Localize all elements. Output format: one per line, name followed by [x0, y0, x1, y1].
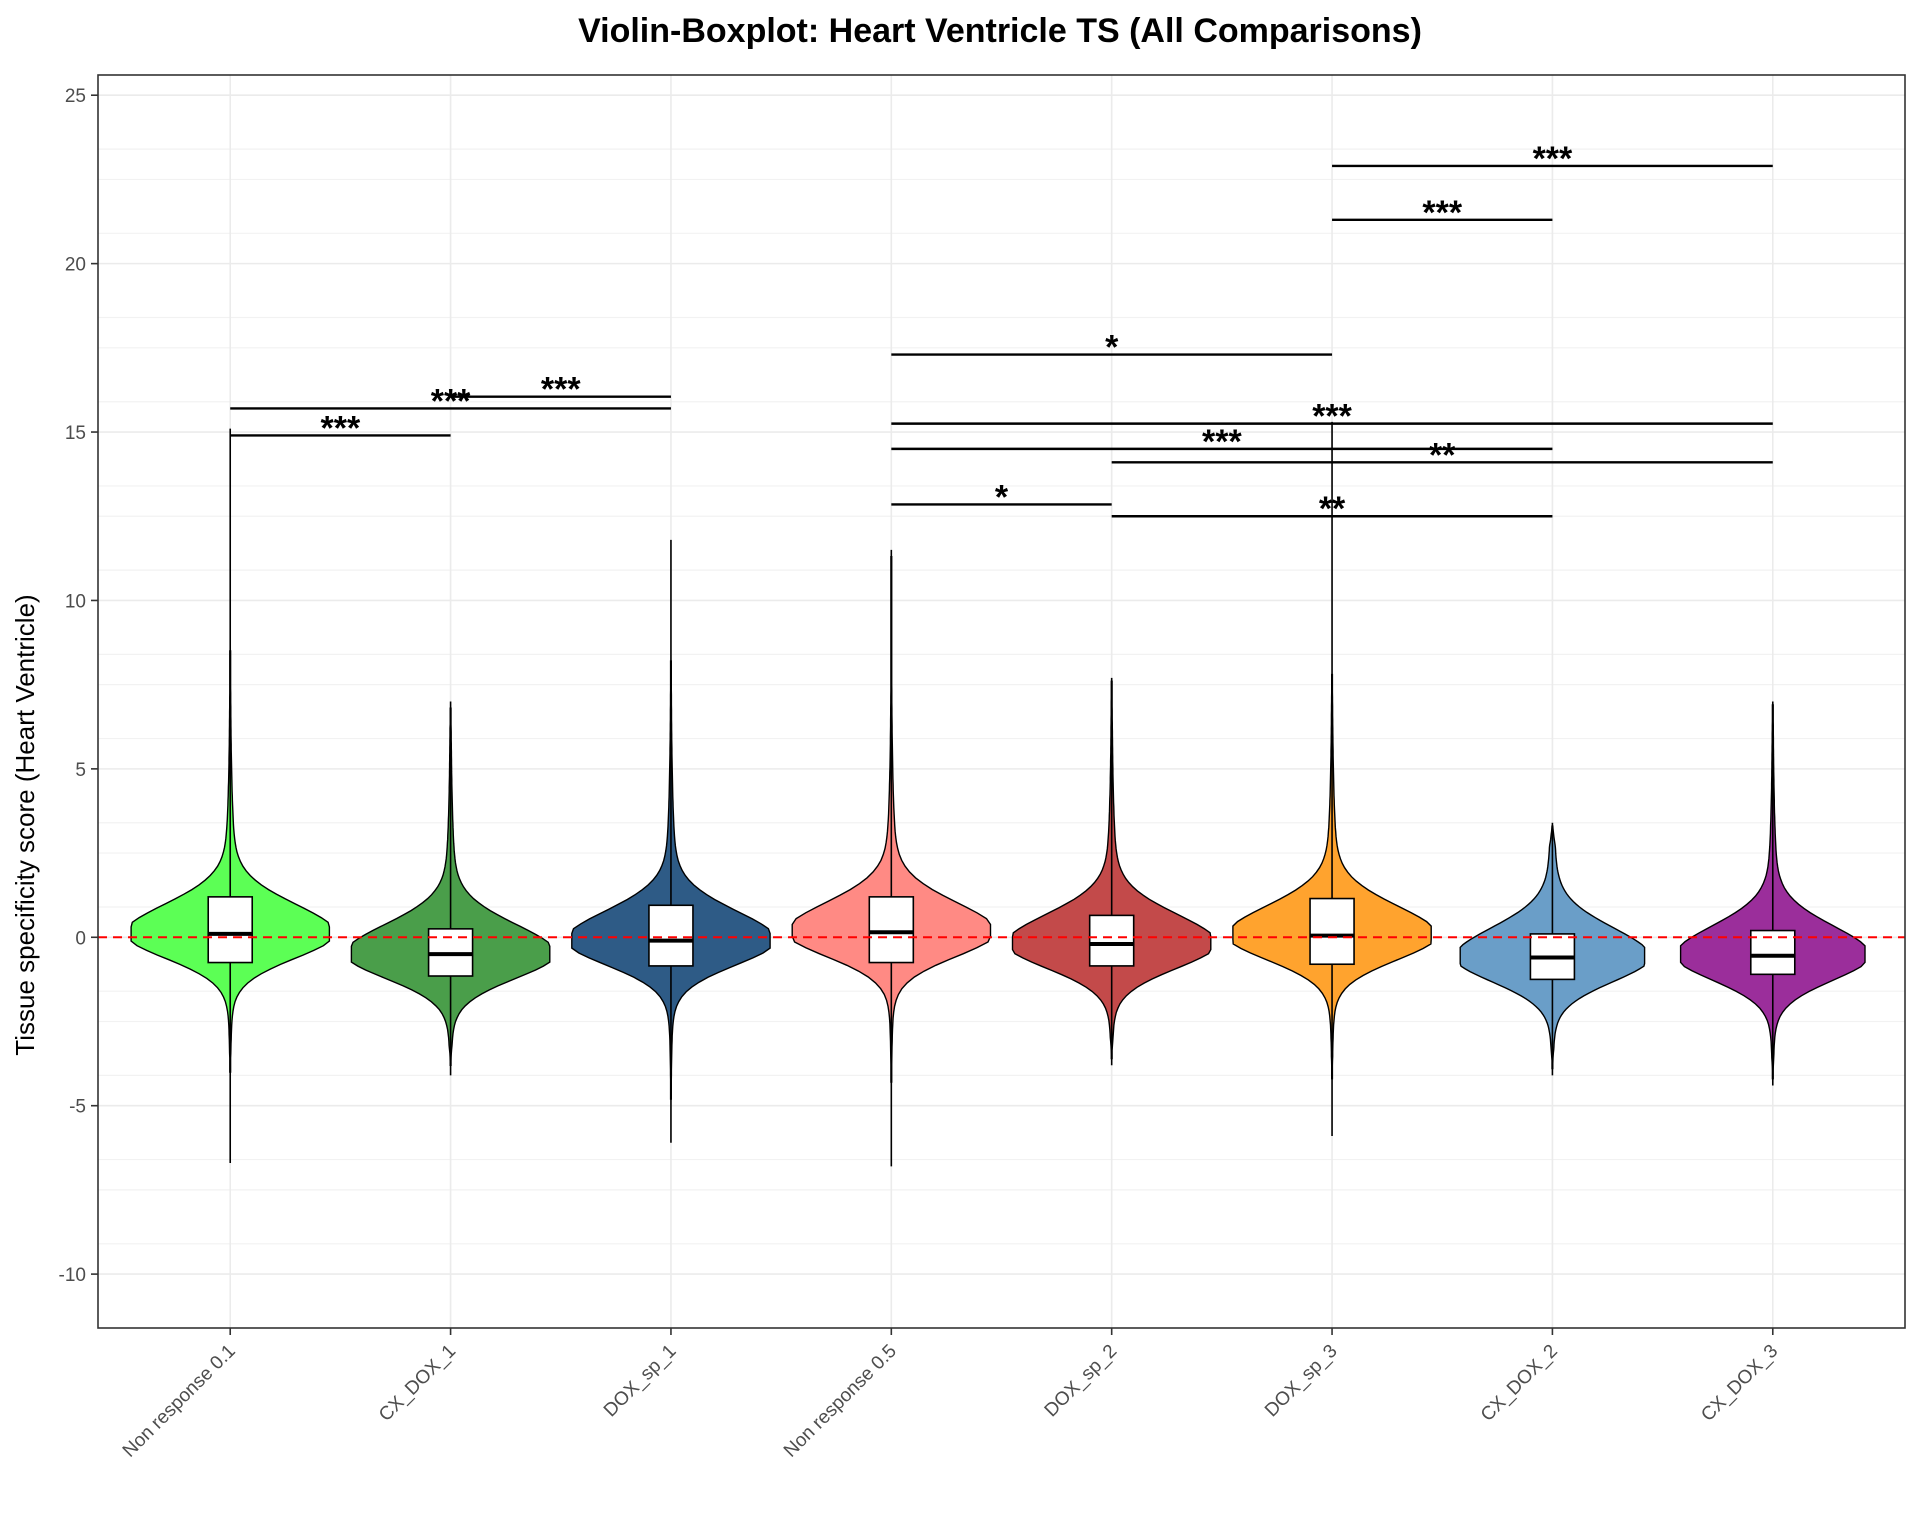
box-4 [868, 896, 915, 964]
significance-label-4: * [995, 478, 1009, 516]
chart-title: Violin-Boxplot: Heart Ventricle TS (All … [578, 12, 1422, 50]
box-8 [1749, 929, 1796, 976]
significance-label-11: *** [1533, 140, 1573, 178]
x-tick-label: DOX_sp_1 [600, 1341, 681, 1422]
y-axis: -10 -5 0 5 10 15 20 25 [59, 86, 98, 1286]
y-tick-label: 5 [75, 760, 86, 781]
significance-brackets: ****** **** ***************** [230, 140, 1773, 528]
y-tick-label: 0 [75, 928, 86, 949]
box-1 [207, 896, 254, 964]
y-tick-label: -10 [59, 1265, 86, 1286]
x-tick-label: Non response 0.1 [119, 1341, 240, 1462]
x-tick-label: CX_DOX_2 [1477, 1341, 1562, 1426]
y-tick-label: -5 [69, 1097, 86, 1118]
box-6 [1309, 897, 1355, 966]
significance-label-5: ** [1319, 490, 1346, 528]
significance-label-9: * [1105, 329, 1119, 367]
panel-border [97, 74, 1906, 1329]
violins [130, 556, 1866, 1100]
y-axis-title: Tissue specificity score (Heart Ventricl… [10, 594, 40, 1055]
y-tick-label: 15 [65, 423, 86, 444]
box-3 [648, 904, 694, 967]
x-tick-label: CX_DOX_1 [375, 1341, 460, 1426]
y-tick-label: 25 [65, 86, 86, 107]
significance-label-6: ** [1429, 436, 1456, 474]
x-tick-label: DOX_sp_3 [1261, 1341, 1342, 1422]
gridlines [98, 75, 1905, 1328]
significance-label-8: *** [1312, 398, 1352, 436]
x-tick-label: Non response 0.5 [780, 1341, 901, 1462]
y-tick-label: 20 [65, 255, 86, 276]
significance-label-10: *** [1422, 194, 1462, 232]
significance-label-3: *** [541, 371, 581, 409]
x-tick-label: DOX_sp_2 [1041, 1341, 1122, 1422]
significance-label-7: *** [1202, 423, 1242, 461]
x-tick-label: CX_DOX_3 [1697, 1341, 1782, 1426]
significance-label-2: *** [431, 382, 471, 420]
plot-area: ****** **** *****************-10-505101520… [59, 74, 1906, 1462]
y-tick-label: 10 [65, 591, 86, 612]
x-axis: Non response 0.1 CX_DOX_1 DOX_sp_1 Non resp… [119, 1328, 1782, 1462]
boxplots [207, 421, 1796, 1167]
significance-label-1: *** [321, 409, 361, 447]
box-5 [1088, 914, 1135, 967]
